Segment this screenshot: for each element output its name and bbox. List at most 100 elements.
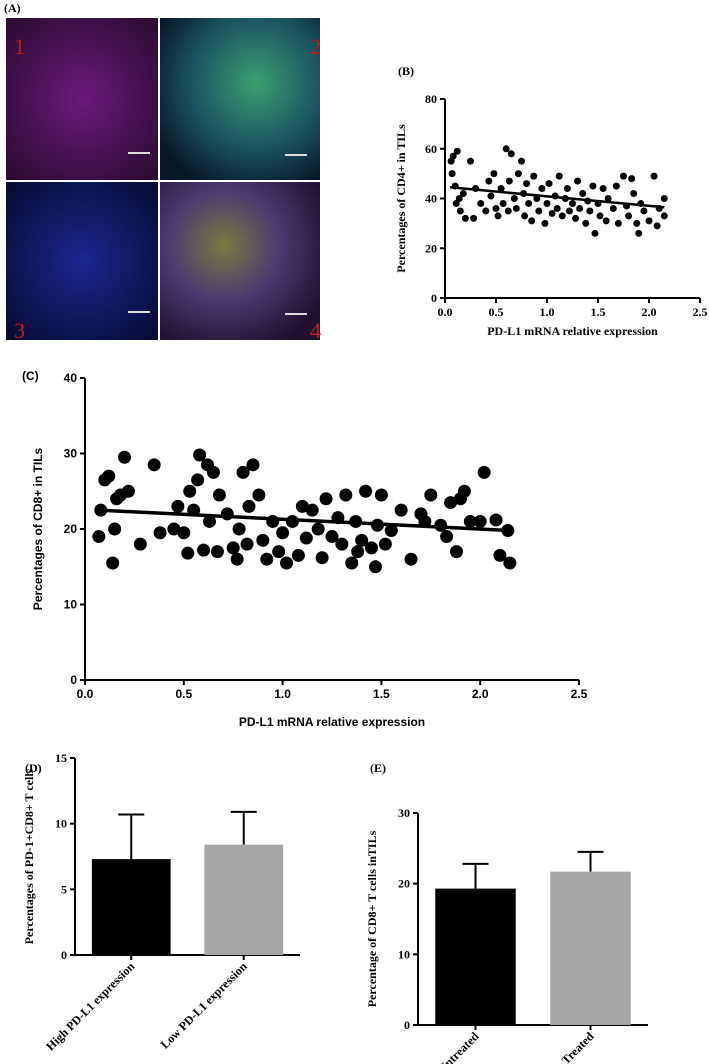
point [620, 172, 627, 180]
x-axis-label: PD-L1 mRNA relative expression [239, 715, 425, 729]
point [541, 219, 549, 227]
point [596, 212, 604, 220]
point [92, 530, 106, 544]
y-axis-label: Percentages of CD8+ in TILs [31, 447, 45, 610]
x-tick-label: 0.5 [489, 305, 504, 319]
point [291, 548, 305, 562]
y-tick-label: 10 [64, 598, 78, 612]
y-tick-label: 10 [398, 947, 410, 961]
point [236, 465, 250, 479]
point [602, 217, 610, 225]
fit-line [98, 508, 510, 533]
point [497, 185, 505, 193]
y-axis-label: Percentages of CD4+ in TILs [394, 124, 408, 273]
panel-label: (B) [398, 64, 414, 78]
point [572, 214, 580, 222]
point [504, 207, 512, 215]
point [444, 496, 458, 510]
point [505, 177, 513, 185]
point [181, 546, 195, 560]
point [609, 204, 617, 212]
point [563, 185, 571, 193]
point [456, 207, 464, 215]
point [378, 537, 392, 551]
point [242, 499, 256, 513]
y-tick-label: 40 [64, 371, 78, 385]
y-axis-label: Percentage of CD8+ T cells inTILs [365, 830, 379, 1007]
point [586, 207, 594, 215]
chart: (B) 0 20 40 60 80 Percentages of CD4+ in TILs 0… [394, 64, 708, 338]
x-tick-label: 1.0 [274, 687, 291, 701]
point [653, 222, 661, 230]
point [574, 177, 582, 185]
point [108, 522, 122, 536]
point [630, 190, 638, 198]
y-tick-label: 0 [61, 948, 67, 962]
point [482, 207, 490, 215]
point [518, 157, 525, 165]
y-tick-label: 80 [425, 92, 437, 106]
y-tick-label: 30 [64, 447, 78, 461]
point [503, 556, 517, 570]
point [359, 484, 373, 498]
panel-label: (D) [25, 761, 42, 775]
y-tick-label: 30 [398, 806, 410, 820]
x-tick-label: Low PD-L1 expression [158, 959, 250, 1051]
point [272, 545, 286, 559]
point [650, 172, 658, 180]
point [315, 551, 329, 565]
point [191, 473, 205, 487]
panel-label: (E) [370, 761, 386, 775]
point [477, 465, 491, 479]
point [470, 214, 478, 222]
y-tick-label: 40 [425, 192, 437, 206]
point [449, 545, 463, 559]
point [487, 192, 495, 200]
point [102, 469, 116, 483]
point [457, 484, 471, 498]
point [523, 180, 531, 188]
x-tick-label: 0.0 [438, 305, 453, 319]
point [325, 530, 339, 544]
point [368, 560, 382, 574]
bar [91, 859, 171, 955]
x-tick-label: 1.5 [373, 687, 390, 701]
point [230, 552, 244, 566]
x-tick-label: 1.0 [540, 305, 555, 319]
point [640, 207, 648, 215]
point [558, 212, 566, 220]
point [489, 513, 503, 527]
bar [550, 871, 631, 1025]
point [226, 541, 240, 555]
point [582, 219, 590, 227]
point [153, 526, 167, 540]
y-tick-label: 60 [425, 142, 437, 156]
point [589, 182, 597, 190]
point [252, 488, 266, 502]
point [633, 219, 641, 227]
point [118, 450, 132, 464]
micrograph [6, 18, 158, 180]
x-tick-label: 2.5 [693, 305, 708, 319]
point [579, 190, 587, 198]
x-tick-label: 0.0 [77, 687, 94, 701]
point [374, 488, 388, 502]
y-tick-label: 0 [431, 291, 437, 305]
point [543, 199, 551, 207]
point [212, 488, 226, 502]
point [660, 195, 668, 202]
point [545, 180, 553, 188]
fit-line [449, 186, 665, 209]
point [467, 157, 474, 165]
point [394, 503, 408, 517]
point [384, 524, 398, 538]
micrograph [160, 18, 320, 180]
point [260, 552, 274, 566]
chart: (E) 0 10 20 30 Percentage of CD8+ T cells inT… [365, 761, 648, 1064]
point [612, 182, 620, 190]
micrograph [160, 182, 320, 340]
point [459, 190, 467, 198]
point [319, 492, 333, 506]
point [660, 212, 668, 220]
point [538, 185, 546, 193]
